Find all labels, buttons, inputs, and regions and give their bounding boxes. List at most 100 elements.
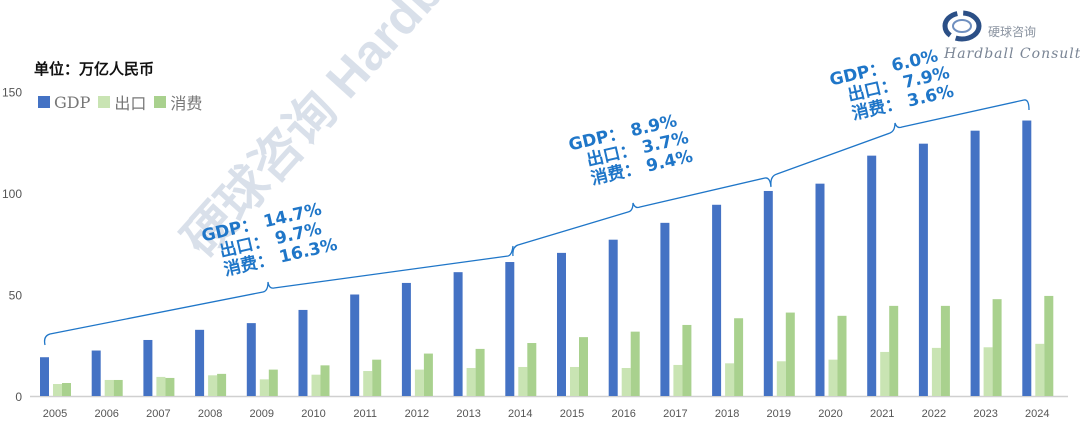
x-tick-label: 2016 bbox=[611, 408, 635, 420]
x-tick-label: 2020 bbox=[818, 408, 842, 420]
bar-export-2016 bbox=[621, 367, 631, 396]
bar-gdp-2009 bbox=[246, 323, 256, 396]
x-tick-label: 2006 bbox=[94, 408, 118, 420]
bar-gdp-2012 bbox=[401, 282, 411, 396]
bar-consumption-2017 bbox=[682, 324, 692, 396]
x-tick-label: 2007 bbox=[146, 408, 170, 420]
legend-label: 出口 bbox=[114, 94, 147, 113]
bracket-3 bbox=[770, 99, 1030, 187]
bar-export-2020 bbox=[828, 359, 838, 396]
bar-consumption-2018 bbox=[734, 318, 744, 396]
bar-export-2011 bbox=[363, 371, 373, 396]
bar-export-2024 bbox=[1035, 343, 1045, 396]
bar-gdp-2017 bbox=[660, 222, 670, 396]
bar-consumption-2005 bbox=[62, 383, 71, 396]
bar-export-2005 bbox=[53, 384, 62, 396]
bar-consumption-2024 bbox=[1044, 295, 1054, 396]
bar-export-2018 bbox=[725, 363, 735, 396]
x-tick-label: 2005 bbox=[43, 408, 67, 420]
bar-gdp-2023 bbox=[970, 130, 980, 396]
legend: GDP 出口 消费 bbox=[38, 90, 210, 114]
y-tick-label: 50 bbox=[9, 289, 23, 303]
bar-export-2010 bbox=[311, 374, 321, 396]
x-tick-label: 2019 bbox=[767, 408, 791, 420]
bar-gdp-2024 bbox=[1022, 120, 1032, 397]
bracket-1 bbox=[43, 245, 514, 346]
legend-swatch bbox=[154, 96, 167, 108]
logo-cn: 硬球咨询 bbox=[988, 25, 1037, 39]
x-tick-label: 2012 bbox=[405, 408, 429, 420]
y-tick-label: 0 bbox=[15, 390, 22, 404]
bar-export-2014 bbox=[518, 366, 528, 396]
legend-item-export: 出口 bbox=[98, 90, 146, 114]
bar-consumption-2009 bbox=[268, 369, 278, 396]
bar-gdp-2010 bbox=[298, 309, 308, 396]
bar-consumption-2013 bbox=[475, 348, 485, 396]
legend-item-gdp: GDP bbox=[38, 93, 90, 112]
unit-label: 单位：万亿人民币 bbox=[34, 60, 155, 78]
x-tick-label: 2013 bbox=[456, 408, 480, 420]
legend-swatch bbox=[98, 96, 111, 108]
bar-gdp-2005 bbox=[40, 357, 49, 396]
bar-export-2019 bbox=[776, 361, 786, 396]
y-tick-label: 100 bbox=[2, 187, 22, 201]
x-tick-label: 2023 bbox=[973, 408, 997, 420]
bar-gdp-2007 bbox=[143, 339, 153, 396]
legend-item-consumption: 消费 bbox=[154, 90, 202, 114]
legend-label: 消费 bbox=[170, 94, 203, 113]
x-tick-label: 2011 bbox=[353, 408, 377, 420]
bar-gdp-2018 bbox=[712, 204, 722, 396]
bar-gdp-2019 bbox=[763, 190, 773, 396]
x-tick-label: 2017 bbox=[663, 408, 687, 420]
bar-gdp-2013 bbox=[453, 272, 463, 396]
bracket-2 bbox=[512, 177, 772, 257]
bar-consumption-2006 bbox=[113, 379, 123, 396]
bar-consumption-2010 bbox=[320, 365, 330, 396]
bar-consumption-2016 bbox=[630, 331, 640, 396]
bar-consumption-2023 bbox=[992, 299, 1002, 396]
bar-export-2023 bbox=[983, 347, 993, 396]
bar-gdp-2020 bbox=[815, 183, 825, 396]
logo-en: Hardball Consulting bbox=[944, 46, 1080, 62]
x-tick-label: 2024 bbox=[1025, 408, 1049, 420]
bar-export-2013 bbox=[466, 367, 476, 396]
y-tick-label: 150 bbox=[2, 86, 22, 100]
x-tick-label: 2021 bbox=[870, 408, 894, 420]
x-tick-label: 2015 bbox=[560, 408, 584, 420]
logo: 硬球咨询 Hardball Consulting bbox=[940, 6, 1080, 62]
legend-swatch bbox=[38, 96, 50, 108]
bar-export-2006 bbox=[104, 379, 114, 396]
bar-consumption-2014 bbox=[527, 343, 537, 396]
bar-export-2012 bbox=[414, 369, 424, 396]
bar-gdp-2022 bbox=[918, 143, 928, 396]
legend-label: GDP bbox=[54, 92, 91, 112]
bar-export-2007 bbox=[156, 376, 166, 396]
bar-gdp-2015 bbox=[557, 252, 566, 396]
x-tick-label: 2010 bbox=[301, 408, 325, 420]
bar-consumption-2015 bbox=[579, 337, 588, 396]
bar-gdp-2006 bbox=[91, 350, 101, 396]
bar-export-2017 bbox=[673, 364, 683, 396]
bar-consumption-2020 bbox=[837, 315, 847, 396]
bar-consumption-2008 bbox=[217, 373, 227, 396]
bar-export-2022 bbox=[931, 347, 941, 396]
bar-consumption-2007 bbox=[165, 377, 175, 396]
bar-gdp-2008 bbox=[195, 329, 205, 396]
bar-gdp-2011 bbox=[350, 294, 360, 396]
x-tick-label: 2009 bbox=[250, 408, 274, 420]
bar-consumption-2012 bbox=[423, 353, 433, 396]
x-tick-label: 2014 bbox=[508, 408, 532, 420]
bar-gdp-2016 bbox=[608, 239, 618, 396]
bar-gdp-2014 bbox=[505, 262, 515, 396]
x-tick-label: 2008 bbox=[198, 408, 222, 420]
bar-export-2009 bbox=[259, 379, 269, 396]
bar-gdp-2021 bbox=[867, 155, 877, 396]
bar-export-2015 bbox=[570, 366, 579, 396]
logo-globe-icon bbox=[942, 10, 982, 42]
bar-consumption-2019 bbox=[785, 312, 795, 396]
bar-consumption-2022 bbox=[940, 305, 950, 396]
x-tick-label: 2018 bbox=[715, 408, 739, 420]
x-tick-label: 2022 bbox=[922, 408, 946, 420]
